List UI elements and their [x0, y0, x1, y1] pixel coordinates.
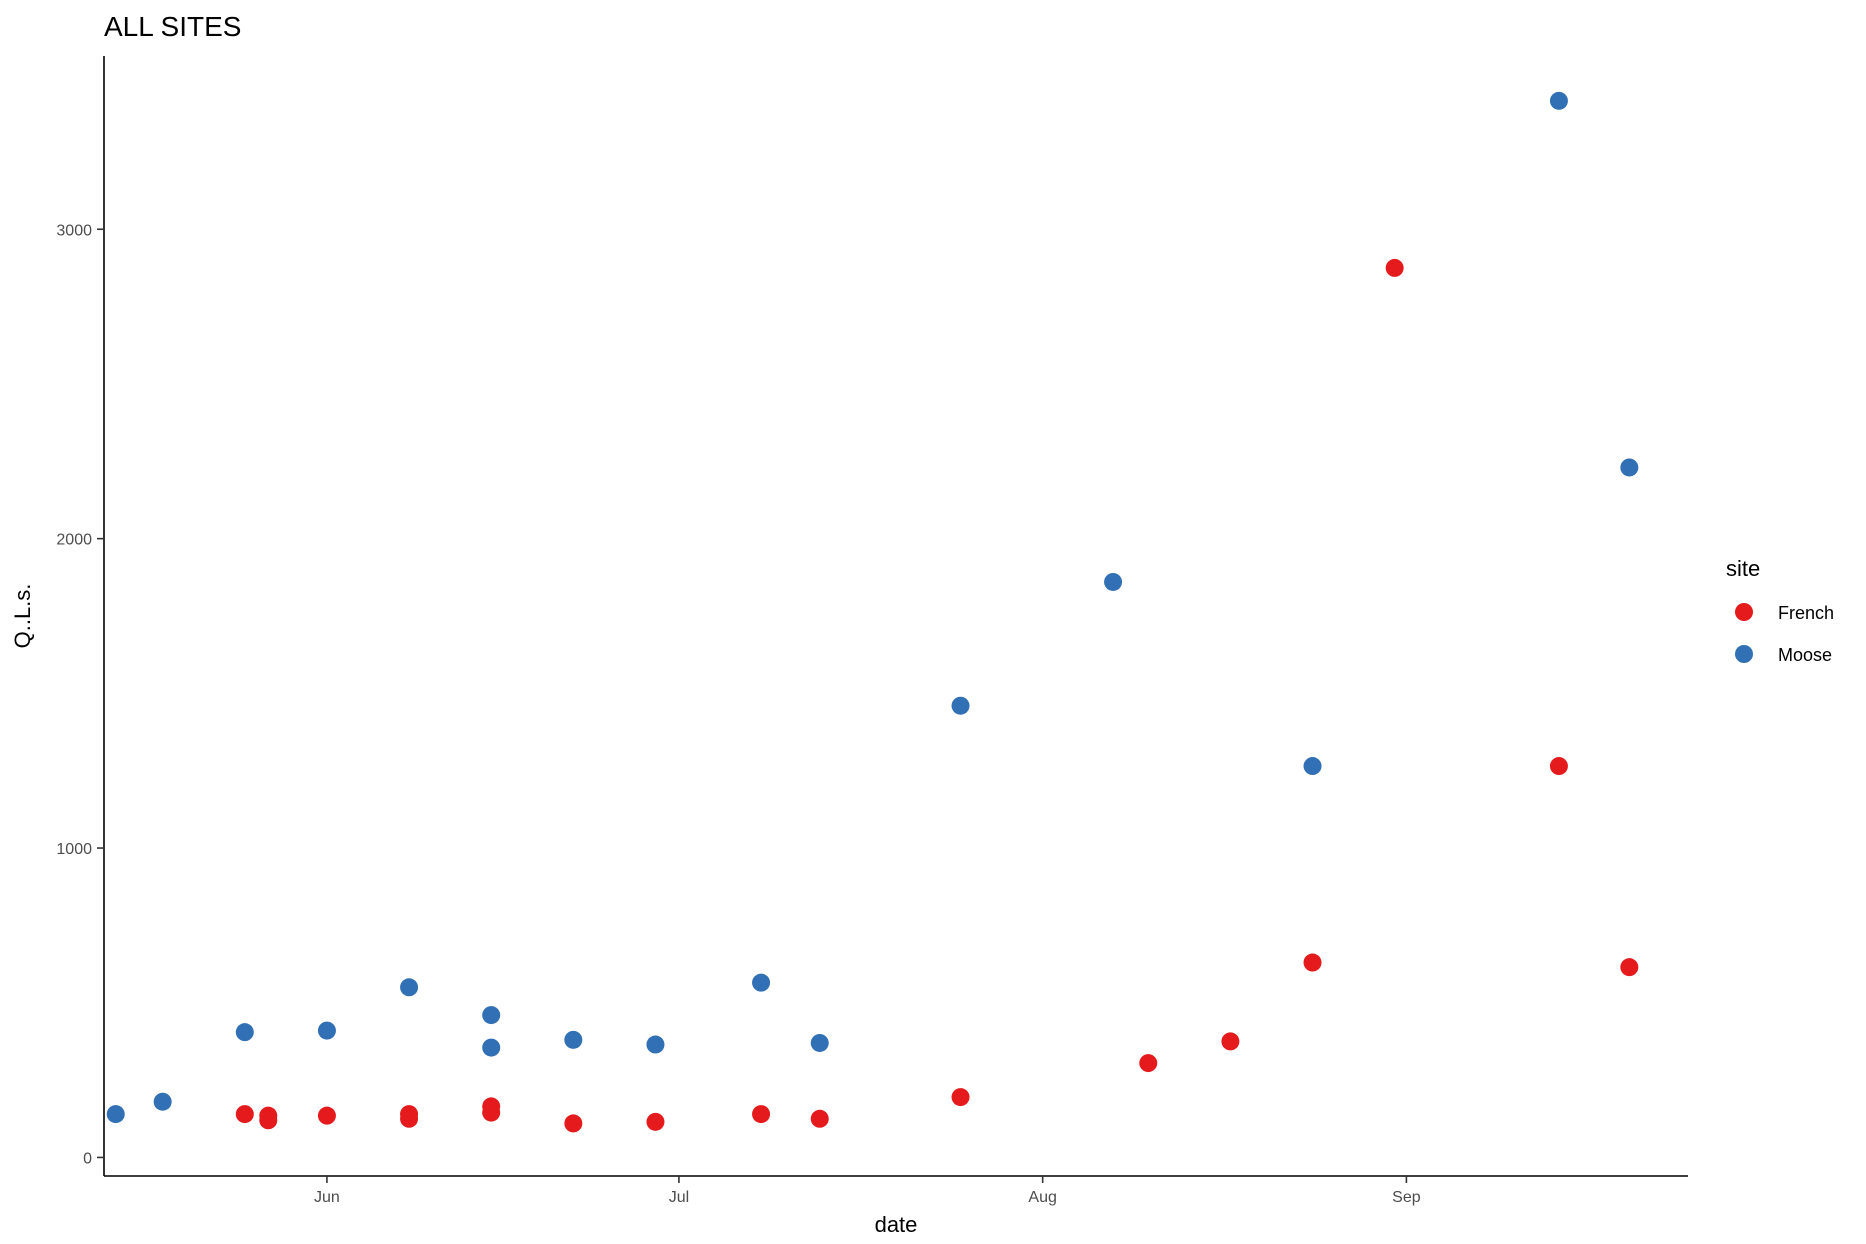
- y-axis-title: Q..L.s.: [10, 584, 35, 649]
- data-point-moose: [153, 1092, 172, 1111]
- data-point-french: [810, 1109, 829, 1128]
- data-point-moose: [1620, 458, 1639, 477]
- y-tick-label: 2000: [56, 532, 92, 549]
- data-point-french: [400, 1109, 419, 1128]
- x-axis-ticks: Jun Jul Aug Sep: [314, 1176, 1421, 1206]
- plot-area: [106, 91, 1639, 1133]
- series-moose: [106, 91, 1639, 1124]
- data-point-french: [646, 1112, 665, 1131]
- data-point-french: [1620, 958, 1639, 977]
- x-tick-label: Jul: [669, 1189, 689, 1206]
- data-point-moose: [482, 1038, 501, 1057]
- legend-key-french: [1735, 603, 1753, 621]
- y-tick-label: 1000: [56, 841, 92, 858]
- data-point-french: [1385, 258, 1404, 277]
- y-tick-label: 3000: [56, 222, 92, 239]
- data-point-french: [1303, 953, 1322, 972]
- data-point-moose: [951, 696, 970, 715]
- data-point-moose: [752, 973, 771, 992]
- data-point-moose: [106, 1105, 125, 1124]
- x-tick-label: Sep: [1392, 1189, 1421, 1206]
- legend: site French Moose: [1726, 556, 1834, 665]
- data-point-moose: [564, 1030, 583, 1049]
- data-point-moose: [1104, 572, 1123, 591]
- x-tick-label: Jun: [314, 1189, 340, 1206]
- legend-items: French Moose: [1735, 603, 1834, 665]
- legend-label-moose: Moose: [1778, 645, 1832, 665]
- legend-title: site: [1726, 556, 1760, 581]
- data-point-moose: [317, 1021, 336, 1040]
- data-point-moose: [810, 1033, 829, 1052]
- y-axis-ticks: 0 1000 2000 3000: [56, 222, 104, 1167]
- data-point-french: [1139, 1054, 1158, 1073]
- series-french: [235, 258, 1639, 1133]
- x-axis-title: date: [875, 1212, 918, 1237]
- data-point-moose: [400, 978, 419, 997]
- x-tick-label: Aug: [1028, 1189, 1056, 1206]
- data-point-french: [752, 1105, 771, 1124]
- data-point-french: [951, 1088, 970, 1107]
- data-point-french: [482, 1103, 501, 1122]
- y-tick-label: 0: [83, 1150, 92, 1167]
- data-point-french: [235, 1105, 254, 1124]
- data-point-moose: [1549, 91, 1568, 110]
- data-point-moose: [235, 1023, 254, 1042]
- legend-key-moose: [1735, 645, 1753, 663]
- data-point-moose: [482, 1006, 501, 1025]
- chart-title: ALL SITES: [104, 11, 241, 42]
- data-point-french: [259, 1111, 278, 1130]
- data-point-moose: [646, 1035, 665, 1054]
- data-point-french: [1221, 1032, 1240, 1051]
- data-point-french: [564, 1114, 583, 1133]
- data-point-french: [317, 1106, 336, 1125]
- legend-label-french: French: [1778, 603, 1834, 623]
- data-point-french: [1549, 757, 1568, 776]
- data-point-moose: [1303, 757, 1322, 776]
